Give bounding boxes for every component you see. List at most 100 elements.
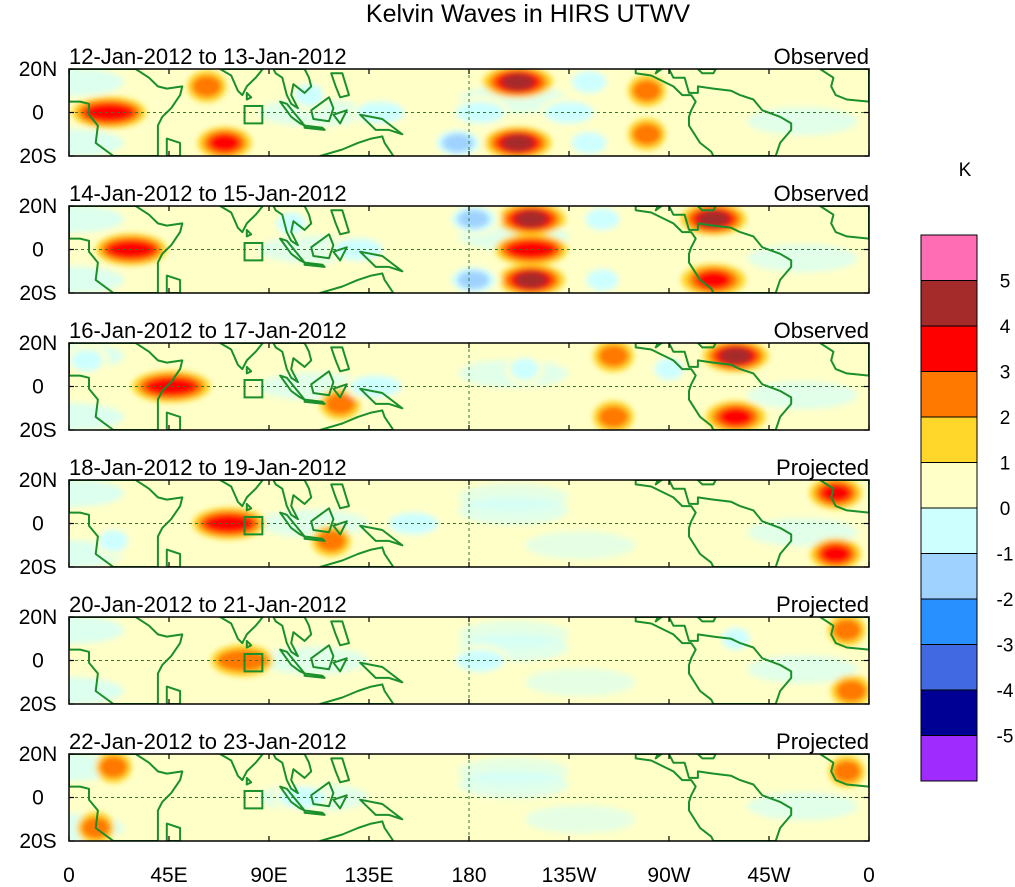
landmass-7 (279, 374, 306, 401)
y-tick-label: 20N (19, 195, 58, 218)
anomaly-field (69, 206, 858, 293)
coastlines (69, 754, 869, 841)
colorbar-level-label: 3 (1000, 363, 1011, 384)
landmass-9 (303, 261, 326, 268)
panel-1: 20N 0 20S 12-Jan-2012 to 13-Jan-2012 Observe… (19, 44, 870, 168)
panel-date-range: 22-Jan-2012 to 23-Jan-2012 (69, 729, 347, 754)
landmass-2 (819, 69, 869, 103)
field-band-7 (525, 805, 636, 834)
panel-date-range: 14-Jan-2012 to 15-Jan-2012 (69, 181, 347, 206)
landmass-1 (69, 480, 184, 567)
landmass-6 (272, 69, 313, 110)
panel-status: Projected (776, 729, 869, 754)
panel-status: Observed (774, 181, 869, 206)
anomaly-mark-9-level-2 (632, 123, 662, 146)
plot-area (69, 69, 869, 156)
anomaly-mark-2-level-4 (515, 271, 548, 289)
anomaly-mark-4-level-2 (598, 405, 629, 428)
region-box (243, 104, 264, 125)
anomaly-mark-9-level-2 (654, 358, 684, 381)
landmass-4 (219, 754, 265, 782)
landmass-2 (819, 617, 869, 651)
field-band-6 (458, 757, 569, 786)
x-tick-label: 180 (451, 864, 486, 887)
region-box (243, 378, 264, 399)
anomaly-mark-6-level-2 (98, 529, 128, 552)
anomaly-mark-3-level-2 (832, 760, 861, 783)
y-tick-label: 20N (19, 743, 58, 766)
colorbar-swatch (920, 325, 978, 372)
panel-6: 20N 0 20S 22-Jan-2012 to 23-Jan-2012 Project… (19, 729, 870, 853)
colorbar-swatch (920, 598, 978, 645)
anomaly-mark-9-level-2 (586, 268, 619, 291)
anomaly-mark-4-level-2 (456, 649, 505, 672)
landmass-15 (696, 617, 717, 623)
anomaly-mark-3-level-2 (455, 101, 505, 124)
anomaly-mark-1-level-3 (203, 514, 255, 533)
panel-date-range: 12-Jan-2012 to 13-Jan-2012 (69, 44, 347, 69)
landmass-5 (245, 639, 253, 649)
panel-date-range: 18-Jan-2012 to 19-Jan-2012 (69, 455, 347, 480)
x-tick-label: 90W (647, 864, 690, 887)
landmass-11 (330, 483, 350, 510)
landmass-11 (330, 346, 350, 373)
y-tick-label: 20S (19, 282, 56, 305)
x-tick-label: 135W (542, 864, 597, 887)
landmass-7 (279, 237, 306, 264)
region-box (243, 515, 264, 536)
colorbar-level-label: 0 (1000, 499, 1011, 520)
anomaly-mark-14-level-2 (356, 101, 405, 124)
field-band-6 (458, 483, 569, 512)
landmass-1 (69, 206, 184, 293)
landmass-14 (634, 343, 793, 430)
colorbar-unit-label: K (959, 160, 972, 181)
y-tick-label: 20N (19, 606, 58, 629)
colorbar-swatch (920, 462, 978, 509)
landmass-7 (279, 100, 306, 127)
landmass-3 (165, 685, 182, 704)
anomaly-mark-12-level-2 (191, 75, 222, 98)
anomaly-mark-11-level-3 (208, 133, 241, 153)
plot-area (69, 617, 869, 704)
region-box (243, 652, 264, 673)
landmass-2 (819, 480, 869, 514)
coastlines (69, 206, 869, 293)
region-box (243, 789, 264, 810)
landmass-4 (219, 69, 265, 97)
landmass-12 (359, 798, 404, 821)
field-band-1 (69, 480, 124, 508)
y-tick-label: 0 (32, 787, 44, 810)
region-box (243, 241, 264, 262)
y-tick-label: 20N (19, 58, 58, 81)
panel-status: Observed (774, 318, 869, 343)
y-tick-label: 20N (19, 332, 58, 355)
anomaly-mark-1-level-4 (515, 210, 548, 228)
field-band-3 (258, 98, 369, 127)
y-tick-label: 0 (32, 376, 44, 399)
anomaly-mark-10-level-2 (70, 349, 103, 372)
chart-title: Kelvin Waves in HIRS UTWV (366, 0, 690, 28)
y-tick-label: 0 (32, 650, 44, 673)
landmass-7 (279, 785, 306, 812)
colorbar-level-label: 5 (1000, 272, 1011, 293)
anomaly-mark-7-level-3 (457, 270, 490, 290)
panels: 20N 0 20S 12-Jan-2012 to 13-Jan-2012 Observe… (19, 44, 870, 853)
anomaly-mark-2-level-4 (501, 134, 534, 152)
x-tick-label: 0 (63, 864, 75, 887)
y-tick-label: 20S (19, 419, 56, 442)
anomaly-mark-8-level-2 (632, 79, 662, 102)
anomaly-mark-5-level-4 (719, 347, 752, 365)
anomaly-mark-6-level-3 (718, 407, 753, 427)
plot-area (69, 206, 869, 293)
panel-5: 20N 0 20S 20-Jan-2012 to 21-Jan-2012 Project… (19, 592, 870, 716)
anomaly-mark-5-level-3 (442, 133, 474, 153)
panel-2: 20N 0 20S 14-Jan-2012 to 15-Jan-2012 Observe… (19, 181, 870, 305)
landmass-6 (272, 754, 313, 795)
anomaly-mark-8-level-2 (585, 208, 620, 231)
landmass-9 (303, 672, 326, 679)
y-tick-label: 20S (19, 830, 56, 853)
field-band-1 (69, 206, 124, 234)
anomaly-mark-6-level-3 (457, 209, 490, 229)
field-band-6 (458, 620, 569, 649)
landmass-15 (696, 69, 717, 75)
